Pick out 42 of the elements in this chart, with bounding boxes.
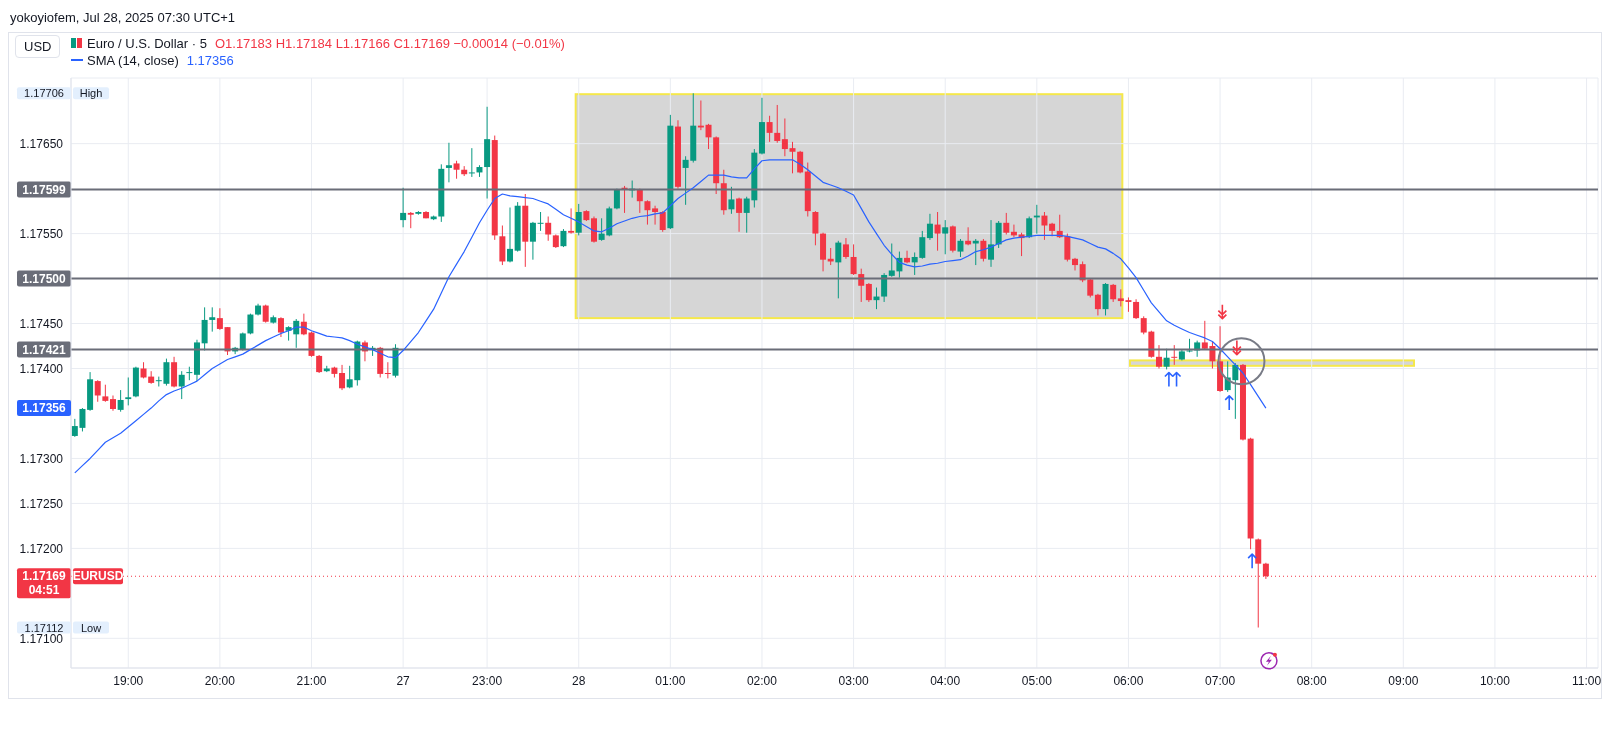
ref-line-label: 1.17599 — [22, 182, 67, 197]
x-tick-label: 03:00 — [838, 673, 869, 688]
x-tick-label: 20:00 — [204, 673, 236, 688]
y-tick-label: 1.17650 — [19, 136, 64, 151]
y-tick-label: 1.17250 — [19, 496, 64, 511]
x-tick-label: 11:00 — [1571, 673, 1602, 688]
text: 1.17356 — [22, 401, 67, 416]
y-tick-label: 1.17100 — [19, 631, 64, 646]
x-tick-label: 28 — [572, 673, 586, 688]
y-tick-label: 1.17300 — [19, 451, 64, 466]
ref-line-label: 1.17421 — [22, 342, 67, 357]
x-tick-label: 08:00 — [1296, 673, 1328, 688]
text: USD — [15, 35, 61, 58]
text: O1.17183 H1.17184 L1.17166 C1.17169 −0.00014 (−0.01%) — [214, 36, 565, 51]
x-tick-label: 10:00 — [1479, 673, 1511, 688]
x-tick-label: 19:00 — [113, 673, 144, 688]
legend-label: Euro / U.S. Dollar · 5 — [87, 36, 207, 51]
y-tick-label: 1.17200 — [19, 541, 64, 556]
text: 04:51 — [28, 583, 60, 598]
annotation: EURUSD — [72, 569, 124, 584]
x-tick-label: 01:00 — [655, 673, 686, 688]
x-tick-label: 09:00 — [1388, 673, 1419, 688]
x-tick-label: 05:00 — [1021, 673, 1053, 688]
x-tick-label: 04:00 — [930, 673, 961, 688]
text: 1.17356 — [186, 53, 234, 68]
text: 1.17706 — [24, 87, 64, 100]
annotation: High — [79, 87, 103, 100]
chart-title: yokoyiofem, Jul 28, 2025 07:30 UTC+1 — [9, 9, 237, 27]
y-tick-label: 1.17550 — [19, 226, 64, 241]
x-tick-label: 23:00 — [472, 673, 503, 688]
ref-line-label: 1.17500 — [22, 271, 67, 286]
x-tick-label: 21:00 — [296, 673, 327, 688]
x-tick-label: 06:00 — [1113, 673, 1144, 688]
legend-label: SMA (14, close) — [87, 53, 179, 68]
ref-line-label: 1.17169 — [22, 569, 67, 584]
x-tick-label: 27 — [396, 673, 411, 688]
x-tick-label: 02:00 — [746, 673, 778, 688]
y-tick-label: 1.17450 — [19, 316, 64, 331]
y-tick-label: 1.17400 — [19, 361, 64, 376]
x-tick-label: 07:00 — [1205, 673, 1236, 688]
annotation: Low — [80, 621, 102, 634]
text: 1.17112 — [24, 621, 64, 634]
